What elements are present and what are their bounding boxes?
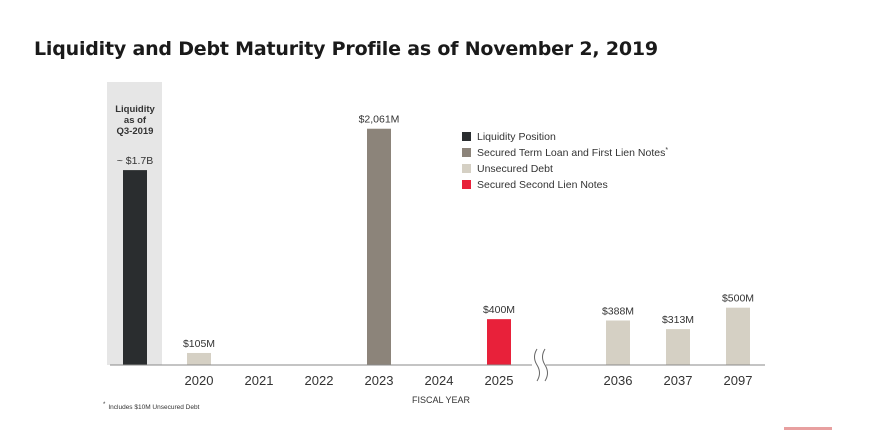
footnote-text: Includes $10M Unsecured Debt [108, 404, 199, 411]
axis-break-mark [542, 348, 548, 382]
legend-entry: Secured Second Lien Notes [477, 179, 608, 191]
axis-break-mark [534, 348, 540, 382]
bar-2023 [367, 128, 391, 365]
bar-2097 [726, 307, 750, 365]
bar-2036 [606, 320, 630, 365]
legend-entry: Liquidity Position [477, 131, 556, 143]
bar-2020 [187, 352, 211, 365]
data-label-2037: $313M [662, 314, 694, 326]
footnote: * Includes $10M Unsecured Debt [103, 402, 200, 411]
legend-layer: Liquidity Position Secured Term Loan and … [462, 131, 668, 191]
data-label-2025: $400M [483, 304, 515, 316]
legend-footnote-marker: * [665, 147, 668, 154]
tick-label-2037: 2037 [664, 373, 693, 388]
data-label-2020: $105M [183, 338, 215, 350]
tick-label-2023: 2023 [365, 373, 394, 388]
tick-label-2024: 2024 [425, 373, 454, 388]
legend-entry: Secured Term Loan and First Lien Notes* [477, 147, 668, 159]
axis-layer: 2020 2021 2022 2023 2024 2025 2036 2037 2097 FISC… [110, 345, 765, 405]
data-label-2023: $2,061M [359, 114, 400, 126]
liquidity-header-line: Q3-2019 [117, 126, 154, 137]
liquidity-header-line: as of [124, 115, 147, 126]
data-label-2036: $388M [602, 306, 634, 318]
data-label-liquidity: ~ $1.7B [117, 155, 154, 167]
legend-entry: Unsecured Debt [477, 163, 553, 175]
bar-2025 [487, 319, 511, 365]
bar-2037 [666, 329, 690, 365]
legend-swatch [462, 180, 471, 189]
liquidity-header-line: Liquidity [115, 104, 155, 115]
data-label-2097: $500M [722, 293, 754, 305]
legend-swatch [462, 148, 471, 157]
legend-swatch [462, 164, 471, 173]
footnote-marker: * [103, 402, 106, 408]
tick-label-2097: 2097 [724, 373, 753, 388]
tick-label-2022: 2022 [305, 373, 334, 388]
tick-label-2036: 2036 [604, 373, 633, 388]
tick-label-2025: 2025 [485, 373, 514, 388]
bars-layer [123, 128, 750, 365]
tick-label-2020: 2020 [185, 373, 214, 388]
labels-layer: ~ $1.7B $105M $2,061M $400M $388M $313M $500M *… [103, 114, 754, 411]
corner-logo-mark [784, 427, 832, 430]
page-title: Liquidity and Debt Maturity Profile as o… [34, 38, 658, 60]
x-axis-title: FISCAL YEAR [412, 395, 471, 405]
legend-swatch [462, 132, 471, 141]
bar-liquidity [123, 170, 147, 365]
tick-label-2021: 2021 [245, 373, 274, 388]
